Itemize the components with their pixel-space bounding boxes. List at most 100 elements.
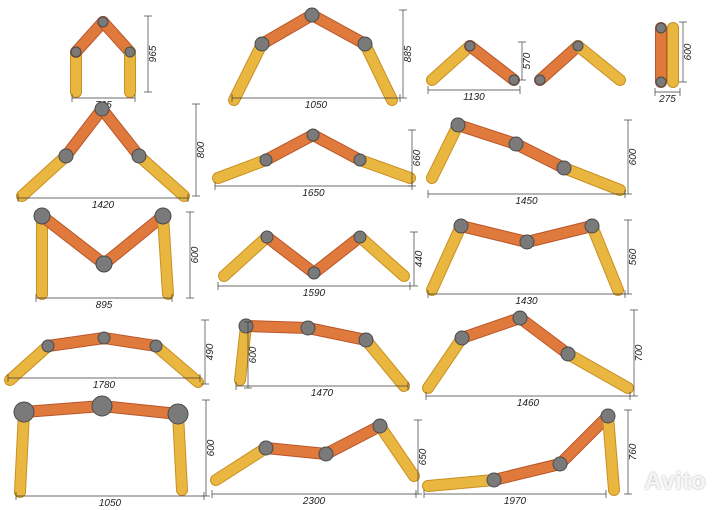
hinge-icon — [556, 160, 572, 176]
beam-segment — [456, 221, 532, 247]
beam-segment — [321, 421, 385, 459]
hinge-icon — [519, 234, 535, 250]
beam-segment — [19, 401, 107, 417]
leg-segment — [360, 39, 397, 105]
leg-segment — [158, 211, 173, 299]
hinge-icon — [124, 46, 136, 58]
hinge-icon — [254, 36, 270, 52]
leg-segment — [229, 39, 267, 105]
width-label: 1590 — [303, 288, 326, 299]
hinge-icon — [97, 331, 111, 345]
leg-segment — [17, 151, 71, 201]
leg-segment — [213, 155, 271, 183]
width-label: 1420 — [92, 200, 115, 211]
hinge-icon — [454, 330, 470, 346]
frame-config-16: 1970 760 — [422, 408, 639, 507]
hinge-icon — [358, 332, 374, 348]
hinge-icon — [534, 74, 546, 86]
hinge-icon — [655, 22, 667, 34]
width-label: 1970 — [504, 496, 527, 507]
beam-segment — [71, 17, 108, 57]
hinge-icon — [508, 136, 524, 152]
leg-segment — [361, 335, 409, 391]
hinge-icon — [149, 339, 163, 353]
hinge-icon — [353, 153, 367, 167]
avito-watermark: Avito — [644, 468, 706, 495]
hinge-icon — [357, 36, 373, 52]
hinge-icon — [307, 266, 321, 280]
beam-segment — [43, 333, 109, 351]
hinge-icon — [655, 76, 667, 88]
height-label: 800 — [196, 141, 207, 158]
beam-segment — [511, 139, 569, 173]
beam-segment — [555, 411, 613, 469]
beam-segment — [241, 321, 313, 333]
frame-config-9: 1590 440 — [217, 230, 425, 299]
beam-segment — [99, 333, 161, 351]
frame-config-13: 1460 700 — [422, 309, 645, 409]
frame-config-12: 1470 600 — [234, 318, 410, 399]
hinge-icon — [258, 440, 274, 456]
leg-segment — [134, 151, 189, 201]
leg-segment — [563, 349, 633, 393]
frame-config-1: 705965 — [70, 15, 159, 111]
hinge-icon — [372, 418, 388, 434]
beam-segment — [97, 401, 183, 419]
hinge-icon — [304, 7, 320, 23]
beam-segment — [457, 313, 525, 343]
leg-segment — [211, 443, 271, 485]
height-label: 440 — [414, 250, 425, 267]
height-label: 700 — [634, 344, 645, 361]
hinge-icon — [300, 320, 316, 336]
leg-segment — [173, 409, 187, 495]
beam-segment — [37, 211, 109, 269]
leg-segment — [559, 163, 625, 195]
leg-segment — [573, 41, 625, 85]
width-label: 1450 — [515, 196, 538, 207]
width-label: 1470 — [311, 388, 334, 399]
frame-config-10: 1430 560 — [426, 218, 639, 307]
hinge-icon — [259, 153, 273, 167]
height-label: 760 — [628, 443, 639, 460]
hinge-icon — [33, 207, 51, 225]
frame-config-2: 1050 885 — [228, 7, 414, 111]
hinge-icon — [512, 310, 528, 326]
beam-segment — [262, 232, 319, 278]
hinge-icon — [508, 74, 520, 86]
beam-segment — [453, 120, 521, 149]
hinge-icon — [94, 101, 110, 117]
leg-segment — [219, 232, 272, 281]
frame-config-8: 895 600 — [33, 207, 201, 311]
beam-segment — [308, 130, 365, 165]
hinge-icon — [584, 218, 600, 234]
hinge-icon — [95, 255, 113, 273]
height-label: 650 — [418, 448, 429, 465]
frame-config-3: 1130 570 — [426, 40, 626, 103]
hinge-icon — [131, 148, 147, 164]
hinge-icon — [464, 40, 476, 52]
hinge-icon — [453, 218, 469, 234]
width-label: 2300 — [302, 496, 326, 507]
beam-segment — [515, 313, 573, 359]
height-label: 965 — [148, 45, 159, 62]
hinge-icon — [97, 16, 109, 28]
leg-segment — [375, 421, 419, 481]
height-label: 600 — [248, 346, 259, 363]
hinge-icon — [486, 472, 502, 488]
leg-segment — [423, 333, 467, 393]
leg-segment — [603, 411, 619, 495]
width-label: 275 — [658, 94, 676, 105]
leg-segment — [151, 341, 203, 387]
leg-segment — [427, 41, 475, 85]
width-label: 895 — [96, 300, 113, 311]
hinge-icon — [552, 456, 568, 472]
width-label: 1130 — [463, 92, 485, 103]
leg-segment — [355, 155, 415, 183]
beam-segment — [261, 130, 318, 165]
leg-segment — [427, 120, 463, 183]
hinge-icon — [353, 230, 367, 244]
hinge-icon — [306, 128, 320, 142]
width-label: 1650 — [302, 188, 325, 199]
height-label: 490 — [205, 343, 216, 360]
beam-segment — [489, 459, 565, 485]
